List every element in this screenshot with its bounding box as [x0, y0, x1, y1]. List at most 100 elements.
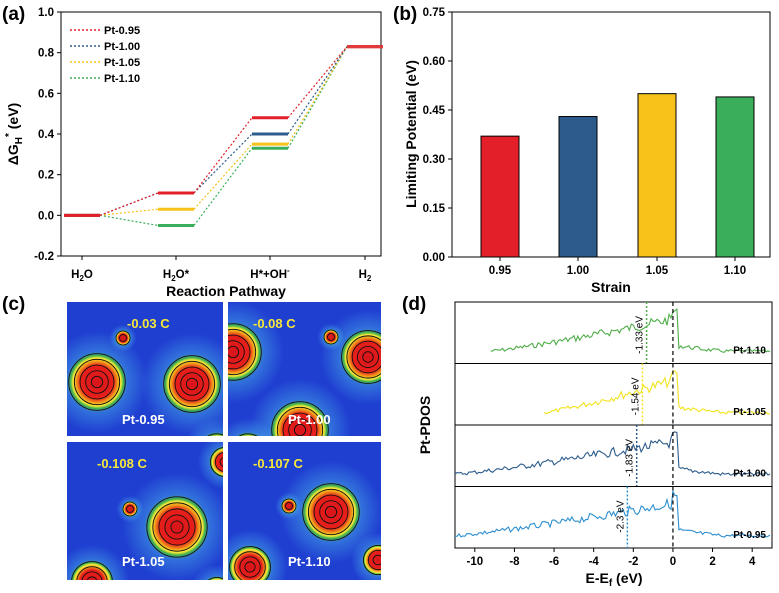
contour-line	[307, 488, 355, 536]
atom-core	[362, 544, 381, 576]
b-bar-1.00	[558, 116, 598, 258]
a-series	[64, 45, 383, 227]
contour-line	[313, 494, 349, 530]
b-ytick-label: 0.75	[423, 7, 446, 19]
atom-core	[122, 501, 138, 517]
contour-line	[115, 330, 131, 346]
b-ytick-label: 0.60	[423, 56, 445, 68]
d-xtick-label: -8	[509, 556, 520, 568]
map-content	[67, 324, 223, 436]
atom-core	[162, 354, 222, 414]
a-legend-label: Pt-0.95	[104, 25, 140, 37]
a-xtick-label: H*+OH-	[250, 266, 290, 281]
pdos-band-Pt-0.95: -2.3 eV Pt-0.95	[454, 486, 772, 548]
d-band-center-label: -1.54 eV	[630, 377, 641, 415]
contour-line	[302, 483, 360, 541]
contour-line	[170, 520, 184, 534]
contour-line	[238, 433, 258, 436]
a-legend: Pt-0.95 Pt-1.00 Pt-1.05 Pt-1.10	[70, 25, 140, 85]
contour-line	[210, 447, 223, 477]
map-label: Pt-1.05	[122, 554, 165, 569]
map-content	[228, 302, 381, 436]
b-xlabel: Strain	[591, 279, 631, 295]
atom-core	[145, 495, 209, 559]
contour-line	[239, 556, 261, 578]
a-ytick-label: 1.0	[38, 7, 54, 19]
a-xticks: H2O H2O* H*+OH- H2	[71, 256, 372, 283]
pdos-band-Pt-1.00: -1.83 eV Pt-1.00	[454, 424, 772, 487]
pdos-curve-Pt-1.05	[543, 370, 771, 415]
a-connector-Pt-1.10	[99, 214, 159, 227]
a-xtick-label: H2O*	[163, 269, 190, 283]
panel-label-a: (a)	[2, 4, 25, 25]
contour-line	[90, 375, 104, 389]
contour-line	[234, 551, 266, 580]
b-xtick-label: 1.00	[567, 265, 589, 277]
a-ytick-label: 0.6	[38, 88, 54, 100]
contour-line	[163, 355, 221, 413]
charge-value: -0.03 C	[127, 316, 170, 331]
d-band-center-label: -2.3 eV	[615, 500, 626, 533]
contour-line	[126, 505, 134, 513]
a-connector-Pt-1.10	[193, 147, 253, 226]
contour-line	[228, 334, 251, 370]
contour-line	[207, 433, 223, 436]
charge-value: -0.107 C	[253, 456, 303, 471]
contour-line	[86, 576, 98, 580]
a-ytick-label: 0.2	[38, 170, 54, 182]
charge-map-Pt-1.05: -0.108 C Pt-1.05	[67, 442, 223, 593]
d-xlabel: E-Ef (eV)	[585, 570, 642, 589]
d-xtick-label: -6	[549, 556, 559, 568]
pdos-label: Pt-0.95	[733, 530, 766, 541]
contour-line	[122, 501, 138, 517]
panel-label-b: (b)	[393, 4, 417, 25]
contour-line	[212, 587, 222, 593]
pdos-label: Pt-1.10	[733, 346, 766, 357]
a-ytick-label: 0.4	[38, 129, 55, 141]
b-bars: 0.95 1.00 1.05 1.10	[480, 93, 755, 277]
b-ytick-label: 0.00	[423, 252, 445, 264]
contour-line	[164, 514, 190, 540]
b-yticks: 0.00 0.15 0.30 0.45 0.60 0.75	[423, 7, 452, 264]
a-ytick-label: 0.0	[38, 210, 54, 222]
contour-line	[228, 323, 262, 381]
d-xtick-label: 0	[670, 556, 676, 568]
contour-line	[319, 500, 343, 524]
contour-line	[73, 358, 121, 406]
a-legend-label: Pt-1.05	[104, 57, 140, 69]
contour-line	[228, 345, 240, 359]
a-connector-Pt-1.05	[287, 46, 348, 145]
a-legend-label: Pt-1.00	[104, 41, 140, 53]
b-xtick-label: 1.10	[724, 265, 746, 277]
contour-line	[323, 329, 339, 345]
map-label: Pt-1.00	[288, 412, 331, 427]
pdos-band-Pt-1.05: -1.54 eV Pt-1.05	[455, 363, 772, 425]
pdos-label: Pt-1.05	[733, 407, 766, 418]
d-xtick-label: -4	[589, 556, 600, 568]
b-bar-1.10	[715, 96, 755, 258]
a-yticks: -0.2 0.0 0.2 0.4 0.6 0.8 1.0	[34, 7, 61, 263]
contour-line	[208, 577, 223, 580]
a-xtick-label: H2O	[71, 269, 93, 283]
a-series-Pt-0.95	[64, 45, 383, 217]
contour-line	[271, 401, 329, 436]
pdos-label: Pt-1.00	[733, 469, 766, 480]
atom-core	[340, 329, 381, 385]
contour-line	[76, 566, 108, 580]
atom-core	[228, 545, 272, 580]
contour-line	[174, 366, 210, 402]
charge-value: -0.08 C	[253, 316, 296, 331]
contour-line	[229, 546, 271, 580]
b-ylabel: Limiting Potential (eV)	[403, 60, 419, 208]
a-ytick-label: 0.8	[38, 48, 55, 60]
b-xtick-label: 1.05	[646, 265, 669, 277]
a-connector-Pt-0.95	[287, 46, 348, 119]
charge-map-Pt-0.95: -0.03 C Pt-0.95	[67, 302, 223, 436]
contour-line	[327, 333, 335, 341]
a-series-Pt-1.00	[64, 45, 383, 217]
charge-map-Pt-1.10: -0.107 C Pt-1.10	[228, 442, 381, 580]
contour-line	[185, 377, 199, 391]
contour-line	[351, 340, 381, 374]
b-xtick-label: 0.95	[489, 265, 512, 277]
